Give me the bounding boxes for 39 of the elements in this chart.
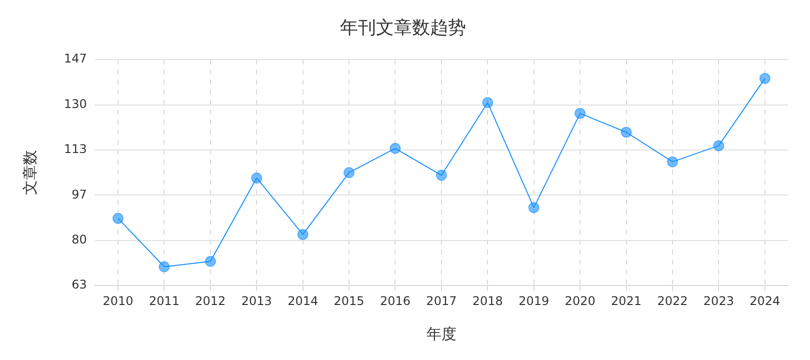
point: [251, 172, 262, 184]
y-tick-label: 80: [72, 232, 87, 247]
y-tick-label: 147: [64, 52, 87, 66]
x-tick-label: 2023: [703, 294, 734, 308]
point: [620, 126, 632, 138]
x-axis-title: 年度: [426, 324, 456, 343]
point: [158, 261, 170, 272]
point: [528, 202, 540, 214]
y-axis-title: 文章数: [20, 150, 39, 196]
point: [713, 140, 724, 152]
point: [344, 167, 355, 178]
point: [759, 72, 770, 84]
x-tick-label: 2011: [148, 294, 180, 308]
x-tick-label: 2013: [241, 294, 272, 308]
x-tick-label: 2018: [472, 294, 503, 308]
y-tick-label: 63: [72, 278, 87, 292]
x-tick-label: 2016: [380, 294, 411, 308]
point: [436, 170, 447, 181]
point: [112, 212, 124, 224]
x-tick-label: 2012: [195, 294, 226, 308]
point: [666, 156, 678, 168]
x-tick-label: 2021: [611, 294, 642, 308]
x-tick-label: 2020: [564, 294, 596, 308]
y-tick-label: 113: [64, 142, 87, 156]
x-tick-label: 2017: [426, 294, 457, 308]
x-tick-label: 2014: [288, 294, 318, 308]
point: [390, 142, 401, 154]
point: [204, 256, 216, 267]
x-tick-label: 2024: [750, 294, 780, 308]
y-tick-label: 97: [72, 187, 87, 202]
chart-title: 年刊文章数趋势: [340, 17, 466, 38]
x-tick-label: 2015: [334, 294, 364, 308]
point: [297, 228, 308, 240]
x-tick-label: 2010: [102, 294, 134, 308]
x-tick-label: 2019: [518, 294, 550, 308]
point: [574, 108, 586, 119]
point: [482, 97, 494, 108]
y-tick-label: 130: [64, 96, 87, 111]
x-tick-label: 2022: [657, 294, 688, 308]
